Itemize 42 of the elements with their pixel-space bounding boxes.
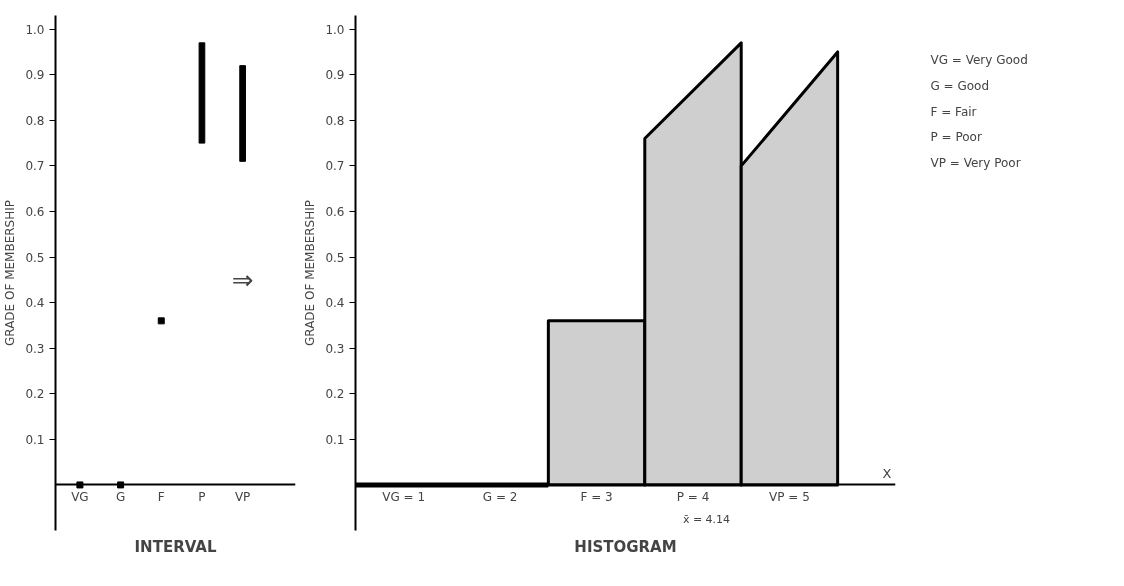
y-tick-label: 0.1	[325, 432, 345, 447]
y-tick-label: 0.9	[25, 68, 45, 83]
y-tick-label: 0.1	[25, 432, 45, 447]
y-tick-label: 0.4	[25, 296, 45, 311]
text: F = Fair	[930, 104, 977, 119]
y-tick-label: 0.5	[325, 250, 345, 265]
y-tick-label: 0.6	[325, 204, 345, 219]
y-tick-label: 0.7	[325, 159, 345, 174]
text: G = Good	[930, 78, 990, 93]
y-tick-label: 0.7	[25, 159, 45, 174]
x-tick-label: P	[198, 489, 206, 504]
y-tick-label: 0.2	[325, 387, 345, 402]
x-tick-label: G = 2	[482, 489, 518, 504]
y-tick-label: 1.0	[25, 22, 45, 37]
y-tick-label: 0.5	[25, 250, 45, 265]
y-tick-label: 0.2	[25, 387, 45, 402]
y-tick-label: 0.3	[325, 341, 345, 356]
annotation: ⇒	[231, 264, 254, 295]
x-tick-label: VP	[234, 489, 251, 504]
text: P = Poor	[930, 130, 982, 145]
x-axis-title: X	[882, 465, 892, 481]
x-tick-label: VP = 5	[769, 489, 810, 504]
text: HISTOGRAM	[574, 537, 677, 556]
y-tick-label: 0.4	[325, 296, 345, 311]
x-tick-label: VG = 1	[382, 489, 426, 504]
y-axis-title: GRADE OF MEMBERSHIP	[303, 199, 318, 347]
y-axis-title: GRADE OF MEMBERSHIP	[3, 199, 18, 347]
x-tick-label: F	[157, 489, 165, 504]
y-tick-label: 0.8	[25, 113, 45, 128]
x-tick-label: VG	[71, 489, 89, 504]
x-tick-label: G	[115, 489, 126, 504]
x-tick-label: F = 3	[580, 489, 613, 504]
annotation: x̄ = 4.14	[682, 512, 731, 526]
x-tick-label: P = 4	[676, 489, 710, 504]
y-tick-label: 0.6	[25, 204, 45, 219]
text: INTERVAL	[134, 537, 217, 556]
y-tick-label: 0.8	[325, 113, 345, 128]
text: VP = Very Poor	[930, 156, 1021, 170]
text: VG = Very Good	[930, 53, 1028, 67]
y-tick-label: 0.3	[25, 341, 45, 356]
y-tick-label: 1.0	[325, 22, 345, 37]
y-tick-label: 0.9	[325, 68, 345, 83]
